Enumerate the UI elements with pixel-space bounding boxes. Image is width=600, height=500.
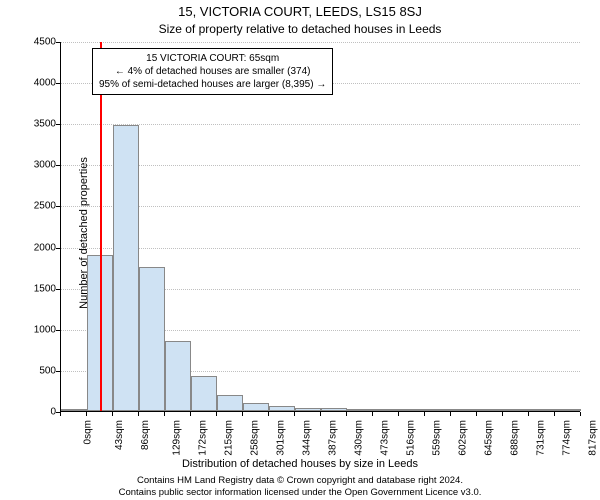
x-tick-label: 344sqm	[302, 420, 313, 456]
x-tick-label: 387sqm	[328, 420, 339, 456]
x-tick-mark	[554, 412, 555, 416]
x-tick-mark	[60, 412, 61, 416]
y-tick-label: 4000	[16, 78, 56, 89]
x-tick-label: 731sqm	[536, 420, 547, 456]
x-tick-mark	[424, 412, 425, 416]
y-tick-label: 1500	[16, 283, 56, 294]
y-tick-label: 0	[16, 407, 56, 418]
x-tick-mark	[528, 412, 529, 416]
plot-area	[60, 42, 580, 412]
y-tick-mark	[56, 206, 60, 207]
y-tick-label: 2500	[16, 201, 56, 212]
histogram-bar	[61, 409, 87, 411]
x-tick-label: 430sqm	[354, 420, 365, 456]
histogram-bar	[503, 409, 529, 411]
histogram-bar	[113, 125, 139, 411]
x-tick-label: 258sqm	[250, 420, 261, 456]
x-tick-mark	[580, 412, 581, 416]
x-tick-mark	[216, 412, 217, 416]
y-tick-label: 4500	[16, 37, 56, 48]
x-tick-mark	[294, 412, 295, 416]
x-tick-mark	[346, 412, 347, 416]
x-tick-label: 559sqm	[432, 420, 443, 456]
histogram-bar	[243, 403, 269, 411]
histogram-bar	[555, 409, 581, 411]
y-tick-mark	[56, 124, 60, 125]
histogram-bar	[373, 409, 399, 411]
y-tick-mark	[56, 330, 60, 331]
x-tick-mark	[268, 412, 269, 416]
x-tick-label: 688sqm	[510, 420, 521, 456]
x-tick-mark	[138, 412, 139, 416]
histogram-bar	[529, 409, 555, 411]
annotation-line: ← 4% of detached houses are smaller (374…	[99, 65, 326, 78]
histogram-bar	[321, 408, 347, 411]
x-tick-label: 172sqm	[198, 420, 209, 456]
footnote: Contains HM Land Registry data © Crown c…	[0, 475, 600, 498]
gridline	[61, 42, 580, 43]
chart-subtitle: Size of property relative to detached ho…	[0, 22, 600, 36]
x-tick-mark	[164, 412, 165, 416]
x-tick-mark	[112, 412, 113, 416]
x-tick-mark	[398, 412, 399, 416]
y-tick-label: 3000	[16, 160, 56, 171]
x-tick-mark	[190, 412, 191, 416]
histogram-bar	[269, 406, 295, 411]
histogram-bar	[347, 409, 373, 411]
x-tick-label: 0sqm	[82, 420, 93, 444]
y-tick-label: 500	[16, 365, 56, 376]
x-tick-label: 129sqm	[172, 420, 183, 456]
x-tick-label: 602sqm	[458, 420, 469, 456]
x-tick-label: 645sqm	[484, 420, 495, 456]
y-tick-mark	[56, 289, 60, 290]
x-tick-mark	[242, 412, 243, 416]
x-tick-label: 86sqm	[140, 420, 151, 450]
chart-container: 15, VICTORIA COURT, LEEDS, LS15 8SJ Size…	[0, 0, 600, 500]
y-tick-label: 3500	[16, 119, 56, 130]
x-tick-mark	[476, 412, 477, 416]
annotation-line: 15 VICTORIA COURT: 65sqm	[99, 52, 326, 65]
x-tick-mark	[86, 412, 87, 416]
footnote-line1: Contains HM Land Registry data © Crown c…	[137, 475, 463, 486]
histogram-bar	[139, 267, 165, 411]
histogram-bar	[425, 409, 451, 411]
x-tick-mark	[320, 412, 321, 416]
y-tick-mark	[56, 248, 60, 249]
x-tick-mark	[502, 412, 503, 416]
footnote-line2: Contains public sector information licen…	[119, 487, 482, 498]
y-tick-label: 2000	[16, 242, 56, 253]
x-tick-label: 817sqm	[588, 420, 599, 456]
x-tick-label: 43sqm	[114, 420, 125, 450]
marker-line	[100, 42, 102, 411]
x-tick-label: 516sqm	[406, 420, 417, 456]
chart-title: 15, VICTORIA COURT, LEEDS, LS15 8SJ	[0, 4, 600, 19]
x-tick-mark	[450, 412, 451, 416]
x-tick-mark	[372, 412, 373, 416]
annotation-line: 95% of semi-detached houses are larger (…	[99, 78, 326, 91]
histogram-bar	[165, 341, 191, 411]
x-tick-label: 473sqm	[380, 420, 391, 456]
x-axis-label: Distribution of detached houses by size …	[0, 458, 600, 470]
x-tick-label: 774sqm	[562, 420, 573, 456]
histogram-bar	[451, 409, 477, 411]
x-tick-label: 215sqm	[224, 420, 235, 456]
y-tick-label: 1000	[16, 324, 56, 335]
histogram-bar	[191, 376, 217, 411]
y-tick-mark	[56, 83, 60, 84]
histogram-bar	[217, 395, 243, 411]
y-tick-mark	[56, 371, 60, 372]
histogram-bar	[477, 409, 503, 411]
histogram-bar	[295, 408, 321, 411]
histogram-bar	[399, 409, 425, 411]
y-tick-mark	[56, 165, 60, 166]
annotation-box: 15 VICTORIA COURT: 65sqm← 4% of detached…	[92, 48, 333, 95]
y-tick-mark	[56, 42, 60, 43]
x-tick-label: 301sqm	[276, 420, 287, 456]
